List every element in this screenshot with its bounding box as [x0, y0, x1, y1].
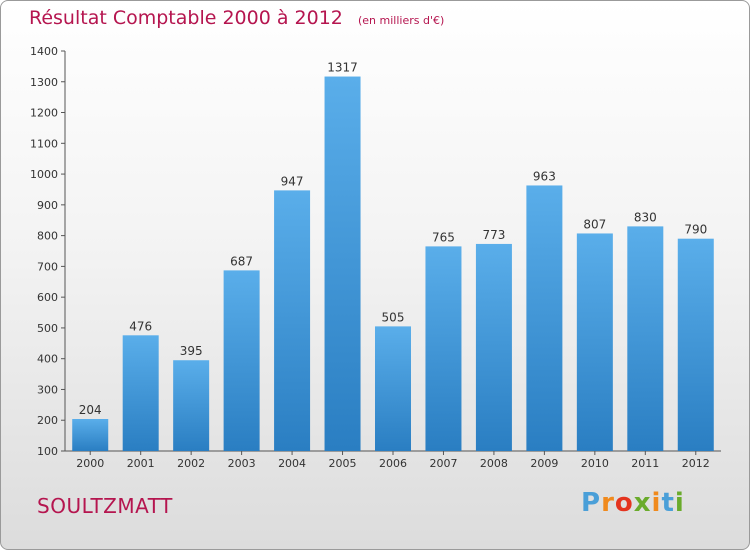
bar [324, 76, 361, 452]
y-tick-label: 1300 [30, 76, 58, 89]
y-tick-label: 400 [37, 353, 58, 366]
x-tick-label: 2011 [631, 457, 659, 470]
bar [627, 226, 664, 451]
bar-value-label: 790 [684, 223, 707, 237]
x-tick-label: 2007 [429, 457, 457, 470]
x-tick-label: 2004 [278, 457, 306, 470]
x-tick-label: 2001 [127, 457, 155, 470]
y-tick-label: 1200 [30, 107, 58, 120]
bar [173, 360, 210, 451]
bar-value-label: 773 [482, 228, 505, 242]
y-tick-labels: 100 200 300 400 500 600 700 800 900 1000 1100 1200 1… [30, 45, 58, 458]
logo-letter: t [661, 488, 675, 518]
bar-value-label: 1317 [327, 61, 358, 75]
title-unit: (en milliers d'€) [357, 14, 445, 27]
bar [72, 419, 109, 451]
title-main: Résultat Comptable 2000 à 2012 [29, 7, 343, 29]
x-tick-label: 2006 [379, 457, 407, 470]
x-tick-label: 2008 [480, 457, 508, 470]
y-tick-label: 700 [37, 260, 58, 273]
bar-value-label: 687 [230, 254, 253, 268]
y-tick-label: 900 [37, 199, 58, 212]
logo-letter: i [674, 488, 685, 518]
bar-value-label: 395 [180, 344, 203, 358]
x-tick-label: 2002 [177, 457, 205, 470]
bar [122, 335, 159, 451]
bar [274, 190, 311, 451]
bar [375, 326, 411, 451]
logo-letter: r [601, 488, 615, 518]
x-tick-labels: 2000 2001 2002 2003 2004 2005 2006 2007 2008 2009… [76, 457, 710, 470]
logo-letter: o [614, 488, 634, 518]
x-tick-label: 2005 [329, 457, 357, 470]
y-tick-label: 1400 [30, 45, 58, 58]
bar-value-label: 204 [79, 403, 102, 417]
bar-value-label: 830 [634, 210, 657, 224]
value-labels: 204 476 395 687 947 1317 505 765 773 963 807 830 790 [79, 61, 707, 417]
commune-name: SOULTZMATT [37, 494, 173, 518]
bar-value-label: 505 [382, 310, 405, 324]
x-tick-label: 2012 [682, 457, 710, 470]
logo-letter: x [633, 488, 652, 518]
y-tick-label: 600 [37, 291, 58, 304]
x-tick-label: 2009 [530, 457, 558, 470]
y-tick-label: 500 [37, 322, 58, 335]
y-tick-label: 300 [37, 383, 58, 396]
bar-value-label: 765 [432, 230, 455, 244]
bar [576, 233, 613, 451]
proxiti-logo: Proxiti [581, 488, 685, 518]
y-tick-label: 200 [37, 414, 58, 427]
bar-value-label: 476 [129, 319, 152, 333]
y-tick-label: 1000 [30, 168, 58, 181]
y-tick-label: 1100 [30, 137, 58, 150]
x-tick-label: 2000 [76, 457, 104, 470]
bar [677, 238, 714, 451]
chart-title: Résultat Comptable 2000 à 2012 (en milli… [29, 7, 444, 29]
bar-value-label: 947 [281, 174, 304, 188]
y-tick-label: 800 [37, 230, 58, 243]
bars [72, 76, 714, 452]
bar [425, 246, 462, 451]
bar [475, 243, 512, 451]
logo-letter: P [581, 488, 602, 518]
bar-value-label: 963 [533, 169, 556, 183]
bar-value-label: 807 [583, 217, 606, 231]
logo-letter: i [651, 488, 662, 518]
x-tick-label: 2003 [228, 457, 256, 470]
x-tick-label: 2010 [581, 457, 609, 470]
bar [223, 270, 260, 451]
y-tick-label: 100 [37, 445, 58, 458]
bar [526, 185, 563, 451]
